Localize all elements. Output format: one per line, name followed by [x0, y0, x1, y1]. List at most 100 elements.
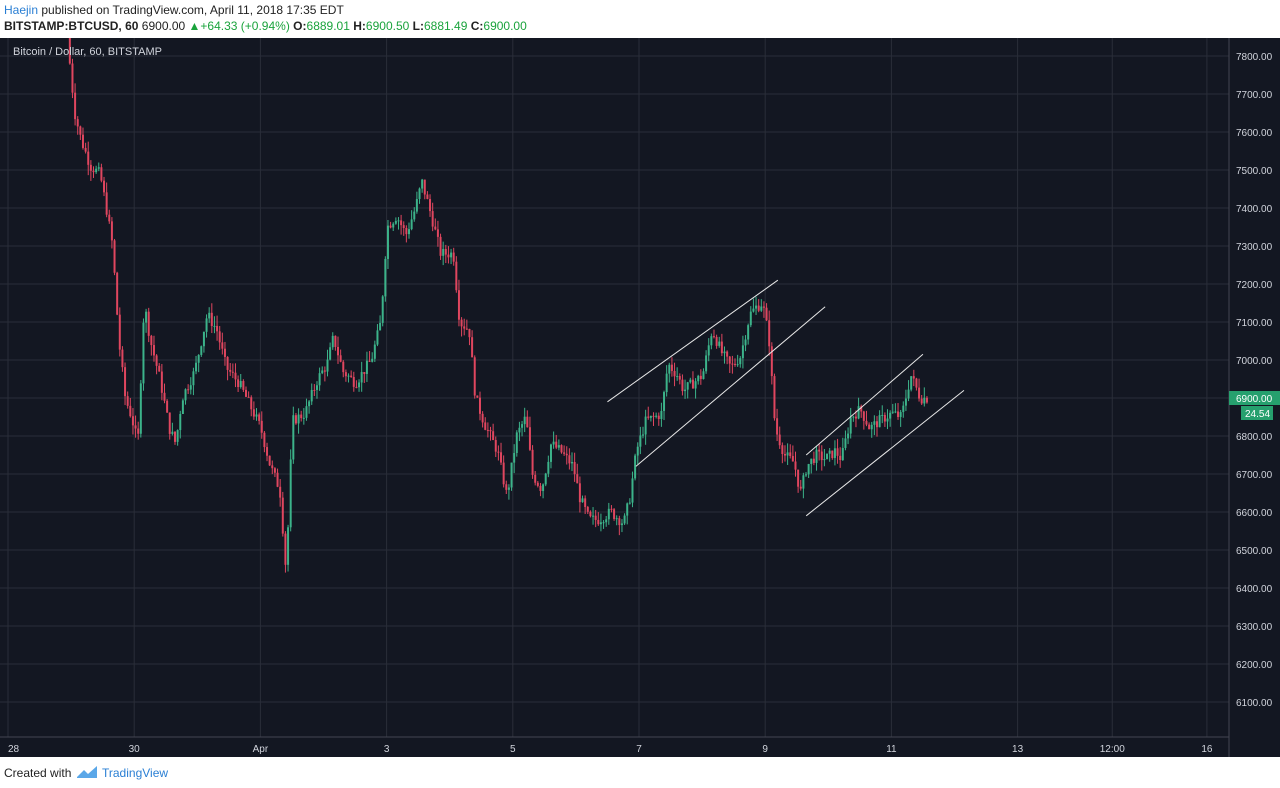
candle-body — [216, 325, 219, 332]
candle-body — [213, 325, 216, 327]
time-tick-label: 11 — [886, 744, 897, 755]
candle-body — [258, 414, 261, 421]
candle-body — [202, 331, 205, 347]
candle-body — [739, 358, 742, 365]
candle-body — [421, 179, 424, 189]
candle-body — [337, 346, 340, 356]
candle-body — [68, 37, 71, 64]
candle-body — [492, 431, 495, 441]
candle-body — [255, 414, 258, 417]
candle-body — [831, 450, 834, 458]
candle-body — [389, 225, 392, 228]
author-link[interactable]: Haejin — [4, 3, 39, 17]
candle-body — [586, 506, 589, 512]
candle-body — [221, 342, 224, 349]
candle-body — [862, 411, 865, 421]
price-tick-label: 6600.00 — [1236, 508, 1273, 519]
candle-body — [521, 424, 524, 428]
candle-body — [573, 462, 576, 475]
channel-line[interactable] — [635, 306, 826, 467]
candle-body — [686, 382, 689, 390]
time-tick-label: 3 — [384, 744, 390, 755]
candle-body — [489, 430, 492, 432]
candle-body — [252, 409, 255, 417]
candle-body — [313, 389, 316, 391]
candle-body — [250, 397, 253, 410]
candle-body — [131, 416, 134, 426]
price-chart[interactable]: 6100.00 6200.00 6300.00 6400.00 6500.00 6600.… — [0, 31, 1280, 757]
candle-body — [907, 389, 910, 399]
candle-body — [381, 296, 384, 323]
price-tick-label: 7400.00 — [1236, 204, 1273, 215]
candle-body — [339, 355, 342, 362]
channel-lines[interactable] — [607, 279, 965, 517]
candle-body — [765, 307, 768, 321]
candle-body — [849, 417, 852, 434]
candle-body — [463, 326, 466, 329]
candle-body — [894, 411, 897, 413]
candle-body — [271, 465, 274, 469]
candle-body — [108, 214, 111, 222]
candle-body — [310, 389, 313, 402]
candle-body — [413, 211, 416, 220]
candle-body — [731, 363, 734, 365]
candle-body — [163, 392, 166, 401]
candle-body — [776, 418, 779, 435]
candle-body — [691, 379, 694, 389]
tradingview-logo-icon[interactable] — [76, 765, 98, 782]
candle-body — [281, 497, 284, 534]
channel-line[interactable] — [607, 279, 779, 403]
candle-body — [718, 341, 721, 346]
candle-body — [904, 398, 907, 406]
price-tick-label: 6700.00 — [1236, 470, 1273, 481]
candle-body — [205, 318, 208, 332]
time-axis[interactable]: 28 30 Apr 3 5 7 9 11 13 12:00 16 — [8, 744, 1213, 755]
candle-body — [605, 519, 608, 523]
candle-body — [105, 192, 108, 215]
candle-body — [807, 464, 810, 475]
candle-body — [455, 261, 458, 291]
candle-body — [187, 389, 190, 391]
candle-body — [631, 478, 634, 503]
candle-body — [918, 387, 921, 399]
candle-body — [649, 415, 652, 418]
candle-body — [344, 372, 347, 377]
candle-body — [439, 236, 442, 256]
candle-body — [602, 522, 605, 524]
candle-body — [376, 330, 379, 345]
channel-line[interactable] — [805, 390, 965, 517]
candle-body — [415, 199, 418, 212]
candle-body — [444, 248, 447, 255]
candle-body — [778, 434, 781, 446]
candle-body — [634, 455, 637, 479]
candle-body — [744, 339, 747, 346]
candle-body — [899, 412, 902, 417]
candle-body — [368, 360, 371, 362]
candle-body — [802, 475, 805, 489]
candle-body — [868, 424, 871, 430]
candle-body — [436, 229, 439, 237]
chart-area[interactable]: 6100.00 6200.00 6300.00 6400.00 6500.00 6600.… — [0, 31, 1280, 757]
candle-body — [502, 462, 505, 485]
candle-body — [684, 389, 687, 392]
candle-body — [584, 498, 587, 507]
candle-body — [124, 367, 127, 397]
candle-body — [471, 337, 474, 358]
tradingview-brand-link[interactable]: TradingView — [102, 766, 169, 780]
countdown-label: 24.54 — [1245, 409, 1270, 420]
candle-body — [460, 319, 463, 327]
open-value: 6889.01 — [306, 19, 350, 33]
candle-body — [620, 523, 623, 526]
price-tick-label: 7000.00 — [1236, 356, 1273, 367]
price-change: +64.33 (+0.94%) — [200, 19, 290, 33]
candle-body — [473, 357, 476, 396]
time-tick-label: 12:00 — [1100, 744, 1125, 755]
candle-body — [510, 462, 513, 488]
candle-body — [276, 472, 279, 487]
candle-body — [857, 406, 860, 419]
candle-body — [150, 335, 153, 346]
candle-body — [699, 375, 702, 380]
candle-body — [373, 344, 376, 359]
candle-body — [442, 248, 445, 256]
channel-line[interactable] — [805, 353, 924, 456]
